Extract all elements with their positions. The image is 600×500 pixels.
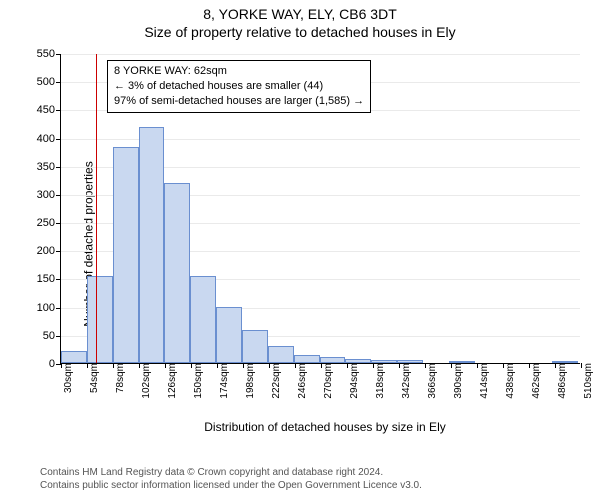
- histogram-bar: [113, 147, 139, 363]
- ytick-label: 250: [37, 217, 61, 229]
- x-axis-label: Distribution of detached houses by size …: [60, 420, 590, 434]
- xtick-label: 222sqm: [271, 363, 282, 399]
- xtick-label: 198sqm: [245, 363, 256, 399]
- xtick-mark: [347, 363, 348, 368]
- histogram-bar: [87, 276, 113, 363]
- xtick-label: 462sqm: [531, 363, 542, 399]
- title-line-2: Size of property relative to detached ho…: [0, 22, 600, 40]
- ytick-label: 0: [49, 358, 61, 370]
- histogram-bar: [61, 351, 87, 363]
- xtick-label: 54sqm: [89, 363, 100, 393]
- gridline: [61, 54, 580, 55]
- xtick-label: 318sqm: [375, 363, 386, 399]
- xtick-mark: [399, 363, 400, 368]
- ytick-label: 500: [37, 76, 61, 88]
- ytick-label: 350: [37, 161, 61, 173]
- histogram-bar: [190, 276, 216, 363]
- xtick-mark: [555, 363, 556, 368]
- ytick-label: 550: [37, 48, 61, 60]
- xtick-label: 78sqm: [115, 363, 126, 393]
- xtick-mark: [321, 363, 322, 368]
- credits: Contains HM Land Registry data © Crown c…: [40, 466, 422, 492]
- histogram-bar: [268, 346, 294, 363]
- plot-area: 05010015020025030035040045050055030sqm54…: [60, 54, 580, 364]
- ytick-label: 100: [37, 302, 61, 314]
- xtick-label: 246sqm: [297, 363, 308, 399]
- histogram-bar: [216, 307, 242, 363]
- xtick-label: 366sqm: [427, 363, 438, 399]
- xtick-mark: [113, 363, 114, 368]
- xtick-mark: [165, 363, 166, 368]
- xtick-mark: [217, 363, 218, 368]
- xtick-label: 438sqm: [505, 363, 516, 399]
- xtick-label: 342sqm: [401, 363, 412, 399]
- xtick-mark: [373, 363, 374, 368]
- annotation-line: 8 YORKE WAY: 62sqm: [114, 64, 364, 79]
- ytick-label: 150: [37, 273, 61, 285]
- xtick-label: 30sqm: [63, 363, 74, 393]
- xtick-mark: [295, 363, 296, 368]
- xtick-label: 390sqm: [453, 363, 464, 399]
- ytick-label: 450: [37, 104, 61, 116]
- xtick-label: 510sqm: [583, 363, 594, 399]
- xtick-mark: [191, 363, 192, 368]
- credits-line-1: Contains HM Land Registry data © Crown c…: [40, 466, 422, 479]
- xtick-mark: [451, 363, 452, 368]
- xtick-label: 294sqm: [349, 363, 360, 399]
- annotation-line: ← 3% of detached houses are smaller (44): [114, 79, 364, 94]
- xtick-mark: [139, 363, 140, 368]
- xtick-label: 486sqm: [557, 363, 568, 399]
- xtick-mark: [243, 363, 244, 368]
- chart-container: Number of detached properties 0501001502…: [0, 44, 600, 444]
- annotation-line: 97% of semi-detached houses are larger (…: [114, 94, 364, 109]
- xtick-label: 174sqm: [219, 363, 230, 399]
- marker-line: [96, 54, 97, 363]
- histogram-bar: [164, 183, 190, 363]
- xtick-mark: [269, 363, 270, 368]
- histogram-bar: [242, 330, 268, 363]
- xtick-label: 414sqm: [479, 363, 490, 399]
- xtick-mark: [581, 363, 582, 368]
- ytick-label: 300: [37, 189, 61, 201]
- xtick-mark: [503, 363, 504, 368]
- xtick-label: 102sqm: [141, 363, 152, 399]
- xtick-label: 270sqm: [323, 363, 334, 399]
- xtick-mark: [61, 363, 62, 368]
- xtick-label: 126sqm: [167, 363, 178, 399]
- ytick-label: 50: [43, 330, 61, 342]
- ytick-label: 400: [37, 133, 61, 145]
- annotation-box: 8 YORKE WAY: 62sqm← 3% of detached house…: [107, 60, 371, 113]
- xtick-mark: [425, 363, 426, 368]
- title-line-1: 8, YORKE WAY, ELY, CB6 3DT: [0, 0, 600, 22]
- xtick-mark: [477, 363, 478, 368]
- histogram-bar: [294, 355, 320, 363]
- ytick-label: 200: [37, 245, 61, 257]
- credits-line-2: Contains public sector information licen…: [40, 479, 422, 492]
- xtick-label: 150sqm: [193, 363, 204, 399]
- xtick-mark: [529, 363, 530, 368]
- xtick-mark: [87, 363, 88, 368]
- histogram-bar: [139, 127, 164, 363]
